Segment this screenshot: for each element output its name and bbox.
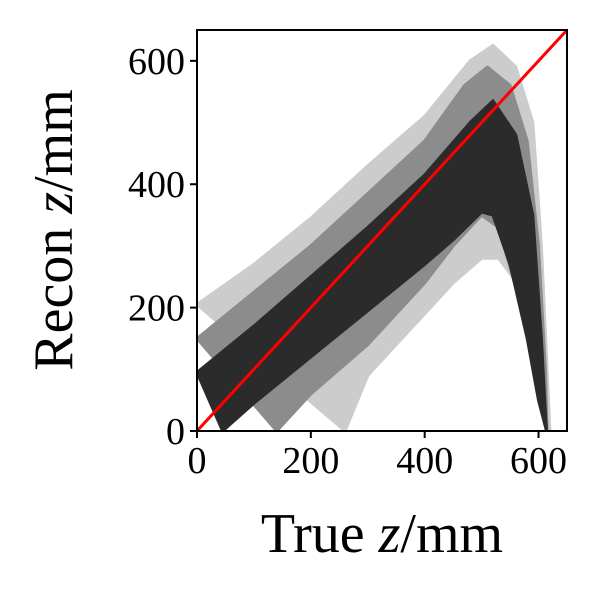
density-contour-inner [197, 99, 548, 431]
y-tick-label: 400 [128, 164, 185, 206]
y-tick-label: 600 [128, 41, 185, 83]
x-tick-label: 600 [510, 440, 567, 482]
y-tick-label: 0 [166, 411, 185, 453]
x-tick-label: 400 [396, 440, 453, 482]
plot-frame [196, 29, 568, 432]
y-tick-label: 200 [128, 288, 185, 330]
plot-area [196, 29, 568, 432]
reference-line [197, 30, 567, 431]
x-tick-label: 0 [188, 440, 207, 482]
x-axis-title: True z/mm [261, 503, 503, 565]
x-tick-label: 200 [282, 440, 339, 482]
y-axis: 0 200 400 600 [128, 41, 197, 453]
y-axis-title: Recon z/mm [23, 89, 85, 371]
x-axis: 0 200 400 600 [188, 431, 567, 482]
